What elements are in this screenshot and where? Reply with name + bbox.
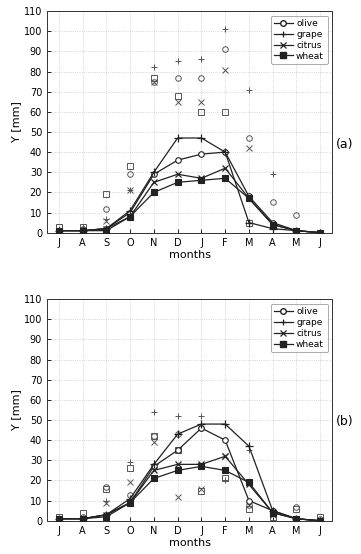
Y-axis label: Y [mm]: Y [mm] [11, 101, 21, 142]
Text: (a): (a) [336, 137, 354, 151]
X-axis label: months: months [169, 250, 210, 260]
Text: (b): (b) [336, 414, 354, 428]
Legend: olive, grape, citrus, wheat: olive, grape, citrus, wheat [271, 304, 327, 352]
X-axis label: months: months [169, 538, 210, 548]
Legend: olive, grape, citrus, wheat: olive, grape, citrus, wheat [271, 16, 327, 64]
Y-axis label: Y [mm]: Y [mm] [11, 389, 21, 430]
